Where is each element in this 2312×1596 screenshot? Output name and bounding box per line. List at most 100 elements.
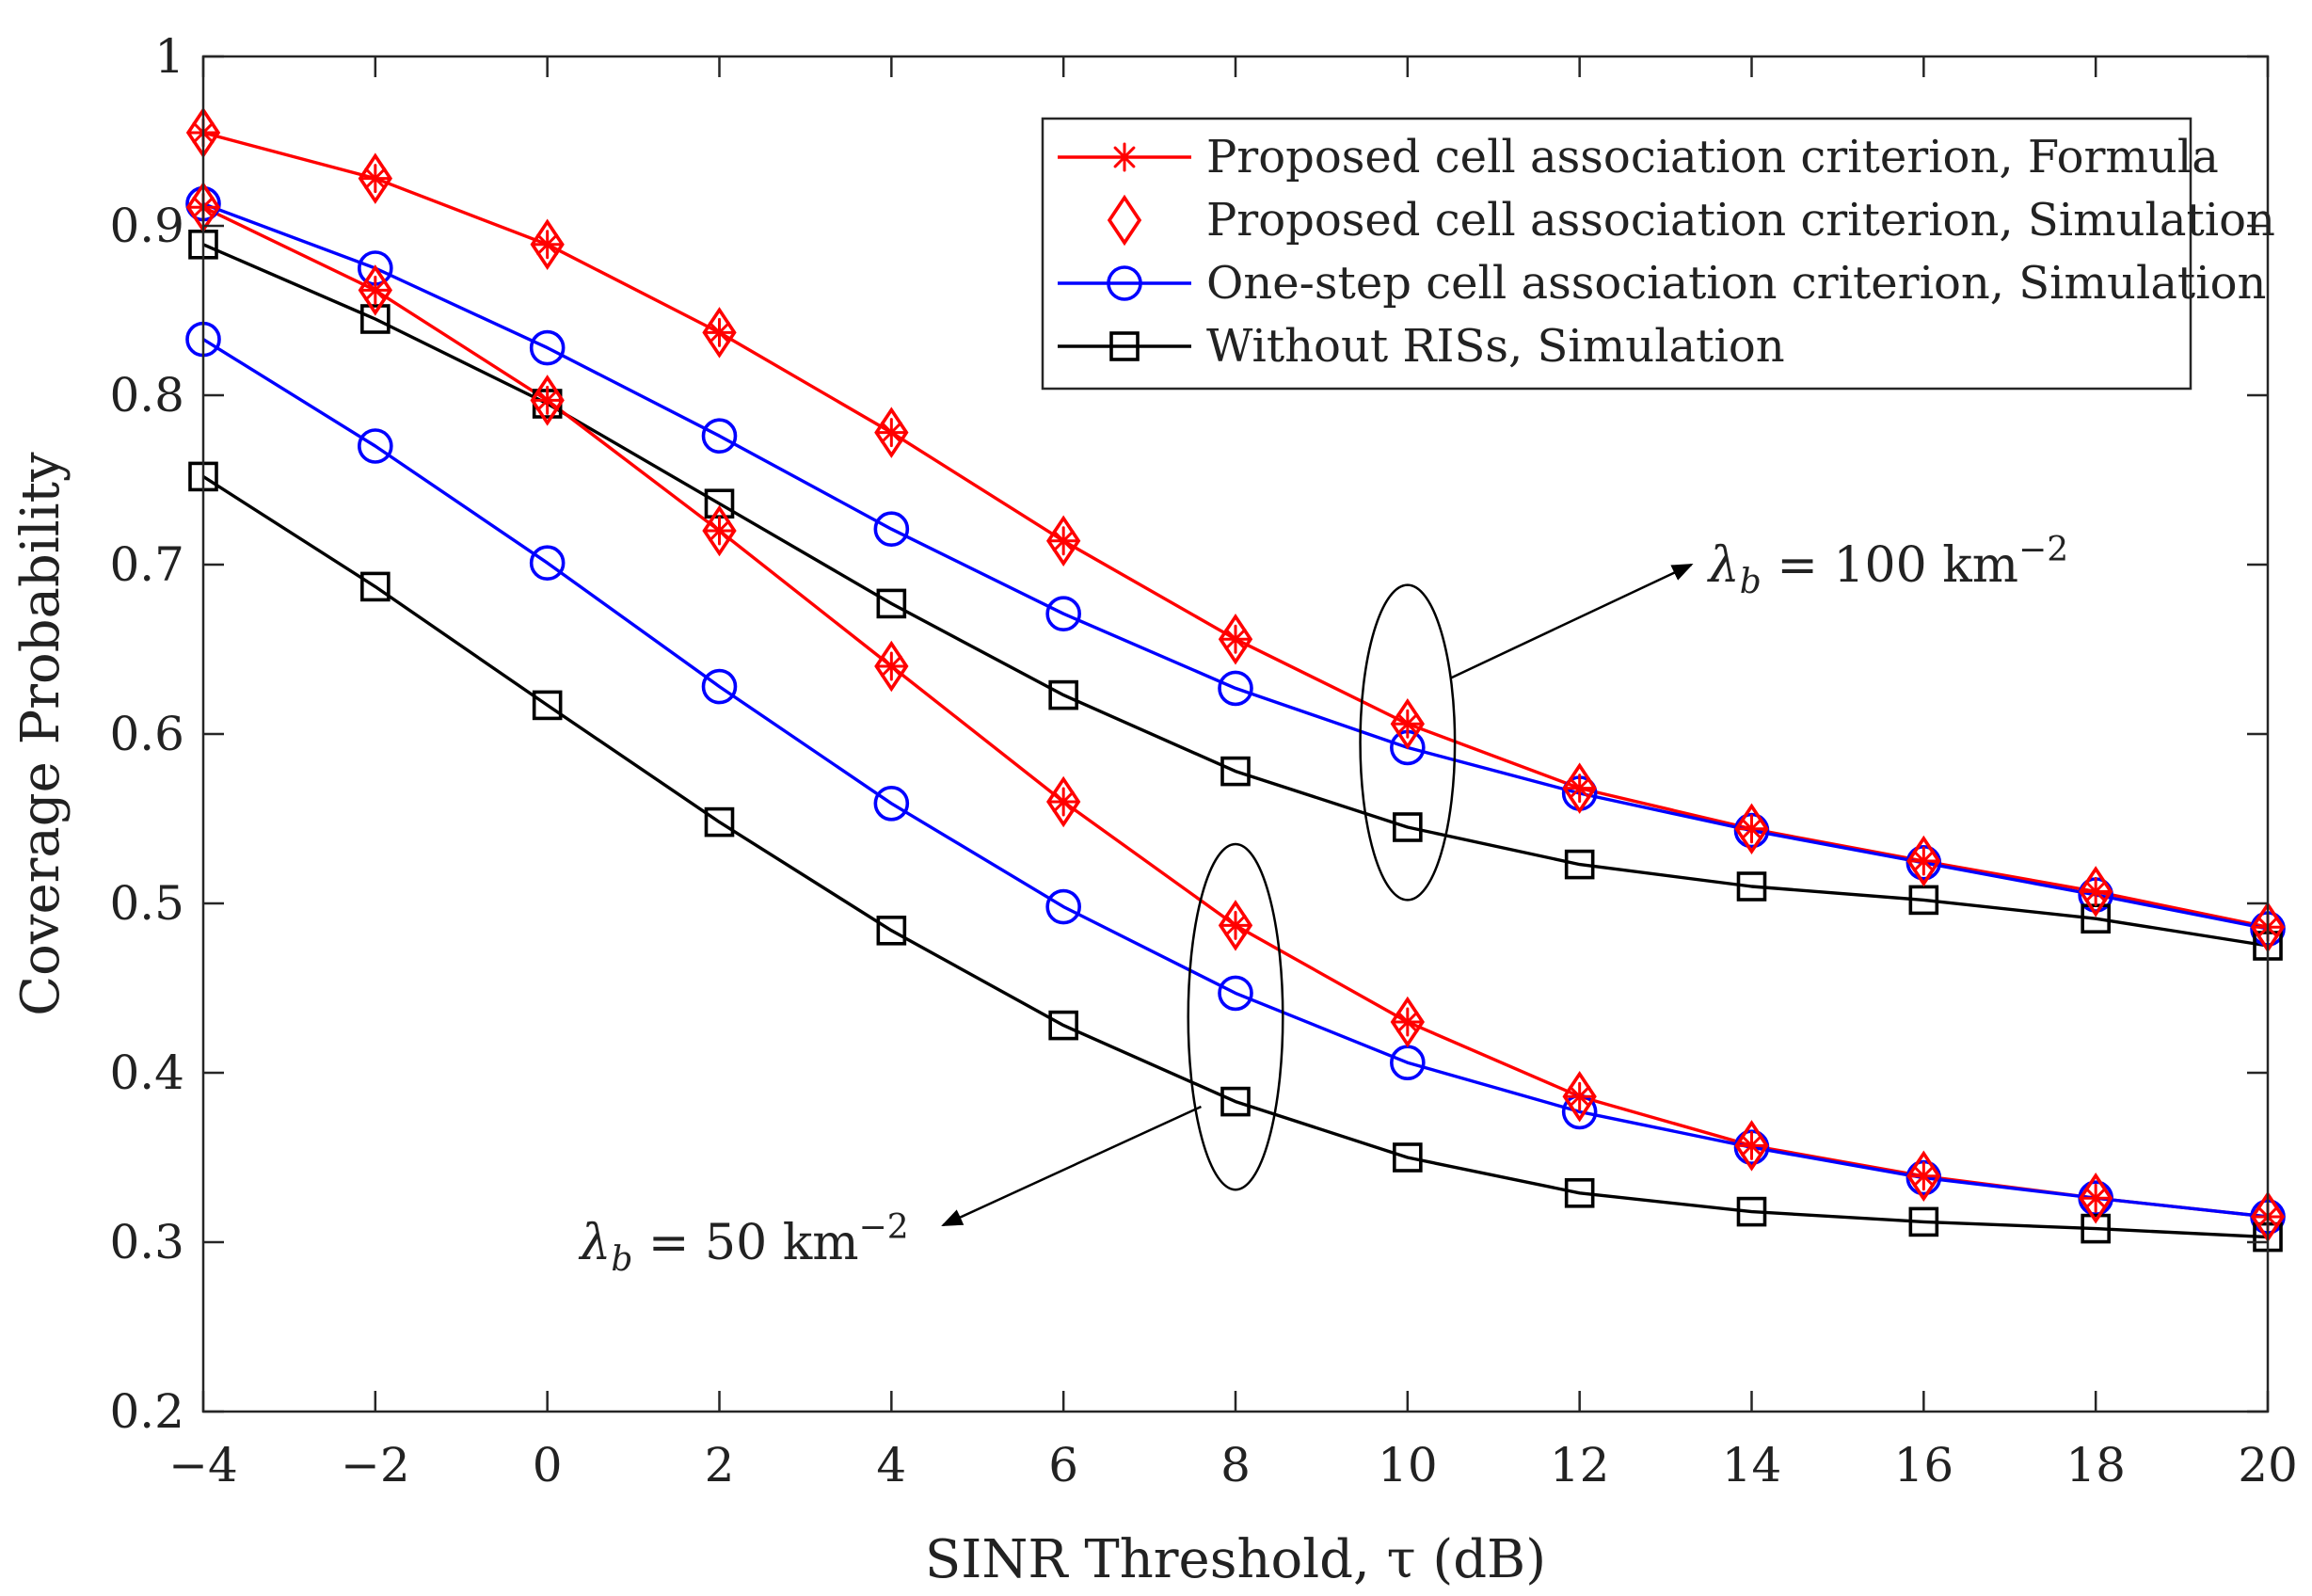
legend-label-1: Proposed cell association criterion, Sim… [1206, 194, 2275, 247]
series-5-point-4 [874, 640, 909, 693]
y-tick-label-3: 0.5 [109, 876, 184, 931]
y-axis-label: Coverage Probability [10, 452, 72, 1016]
series-6-point-1 [358, 428, 393, 464]
annotation-label-0: λb = 100 km−2 [1707, 531, 2068, 601]
series-1-point-5 [1046, 515, 1081, 567]
series-2-point-3 [701, 418, 738, 455]
legend-entry-2: One-step cell association criterion, Sim… [1058, 257, 2266, 310]
series-4-point-8 [1565, 1081, 1595, 1111]
series-7-point-11 [2081, 1213, 2111, 1244]
y-tick-label-7: 0.9 [109, 199, 184, 253]
series-7-point-3 [704, 806, 735, 838]
x-axis-label: SINR Threshold, τ (dB) [925, 1529, 1546, 1590]
series-0-point-1 [360, 164, 391, 194]
x-tick-label-9: 14 [1722, 1438, 1782, 1492]
x-tick-label-10: 16 [1894, 1438, 1954, 1492]
series-2-point-5 [1045, 596, 1081, 632]
legend-marker-3 [1109, 331, 1140, 361]
annotation-layer: λb = 100 km−2 λb = 50 km−2 [578, 531, 2068, 1279]
series-2-point-6 [1218, 670, 1253, 707]
series-1-point-4 [874, 407, 909, 458]
legend-label-3: Without RISs, Simulation [1206, 320, 1785, 373]
series-1-point-3 [702, 307, 737, 359]
series-3-point-5 [1048, 679, 1078, 710]
series-6-point-2 [529, 545, 566, 582]
series-5-point-6 [1218, 900, 1253, 951]
series-3-point-1 [360, 304, 391, 334]
series-1-point-2 [530, 218, 565, 271]
series-1-point-1 [358, 152, 392, 204]
legend-label-2: One-step cell association criterion, Sim… [1206, 257, 2266, 310]
series-0-point-7 [1393, 709, 1423, 739]
series-1-point-11 [2079, 866, 2113, 918]
legend-entry-0: Proposed cell association criterion, For… [1058, 131, 2219, 184]
x-tick-label-6: 8 [1220, 1438, 1251, 1492]
tick-layer: −4 −2 0 2 4 6 8 10 12 14 16 18 20 0.2 0.3 0.4 0.5 0.6 0.7 0… [109, 29, 2297, 1492]
series-4-point-6 [1220, 910, 1251, 940]
series-3-point-4 [876, 588, 907, 619]
legend-entry-1: Proposed cell association criterion, Sim… [1107, 194, 2275, 247]
legend: Proposed cell association criterion, For… [1041, 117, 2275, 391]
x-tick-label-11: 18 [2065, 1438, 2126, 1492]
legend-label-0: Proposed cell association criterion, For… [1206, 131, 2219, 184]
series-5-point-9 [1734, 1120, 1769, 1172]
y-tick-label-2: 0.4 [109, 1045, 184, 1100]
y-tick-label-0: 0.2 [109, 1384, 184, 1439]
series-0-point-5 [1048, 526, 1078, 556]
annotation-arrow-0 [1450, 563, 1694, 679]
series-7-point-1 [360, 571, 391, 602]
annotation-label-1: λb = 50 km−2 [578, 1208, 908, 1279]
series-1-point-10 [1906, 835, 1941, 887]
series-5-point-2 [530, 375, 565, 426]
series-0-point-8 [1565, 774, 1595, 804]
series-0-point-11 [2081, 876, 2111, 906]
series-0-point-10 [1908, 846, 1938, 876]
series-5-point-10 [1906, 1150, 1941, 1203]
series-0-point-4 [876, 418, 906, 448]
x-tick-label-3: 2 [705, 1438, 735, 1492]
series-3-point-8 [1564, 849, 1595, 880]
series-3-point-9 [1736, 871, 1767, 902]
x-tick-label-1: −2 [341, 1438, 410, 1492]
series-1-point-6 [1218, 613, 1253, 665]
series-5-point-8 [1562, 1070, 1597, 1123]
x-tick-label-2: 0 [533, 1438, 563, 1492]
series-4-point-4 [876, 651, 906, 681]
annotation-ellipse-0 [1359, 583, 1457, 902]
series-4-point-11 [2081, 1183, 2111, 1213]
series-0-point-9 [1737, 814, 1766, 844]
legend-entry-3: Without RISs, Simulation [1058, 320, 1785, 373]
series-7-point-7 [1393, 1142, 1423, 1173]
series-1-point-8 [1562, 762, 1597, 814]
y-tick-label-8: 1 [154, 29, 184, 84]
series-0-point-3 [705, 317, 734, 347]
series-6-point-6 [1218, 975, 1253, 1012]
series-6-point-3 [701, 668, 738, 705]
y-tick-label-6: 0.8 [109, 368, 184, 423]
series-2-point-2 [529, 329, 566, 366]
series-4-point-9 [1737, 1130, 1766, 1160]
series-5-point-3 [702, 504, 737, 557]
series-4-point-7 [1393, 1007, 1423, 1037]
series-5-point-5 [1046, 775, 1081, 828]
x-tick-label-4: 4 [876, 1438, 906, 1492]
legend-marker-0 [1109, 142, 1140, 172]
annotation-ellipse-1 [1187, 842, 1284, 1191]
series-7-point-6 [1220, 1086, 1251, 1117]
series-3-point-7 [1393, 812, 1423, 842]
legend-marker-1 [1107, 194, 1142, 247]
series-7-point-4 [876, 915, 907, 946]
series-4-point-10 [1908, 1161, 1938, 1191]
series-4-point-3 [705, 516, 734, 546]
series-1-point-9 [1734, 803, 1769, 855]
y-tick-label-5: 0.7 [109, 537, 184, 592]
series-1-point-7 [1390, 697, 1425, 750]
series-4-point-1 [360, 275, 391, 305]
x-tick-label-12: 20 [2238, 1438, 2298, 1492]
series-7-point-9 [1736, 1196, 1767, 1227]
series-5-point-1 [358, 264, 392, 316]
series-4-point-2 [533, 385, 563, 415]
legend-marker-2 [1107, 265, 1142, 301]
series-3-point-6 [1220, 756, 1251, 787]
y-tick-label-4: 0.6 [109, 707, 184, 761]
